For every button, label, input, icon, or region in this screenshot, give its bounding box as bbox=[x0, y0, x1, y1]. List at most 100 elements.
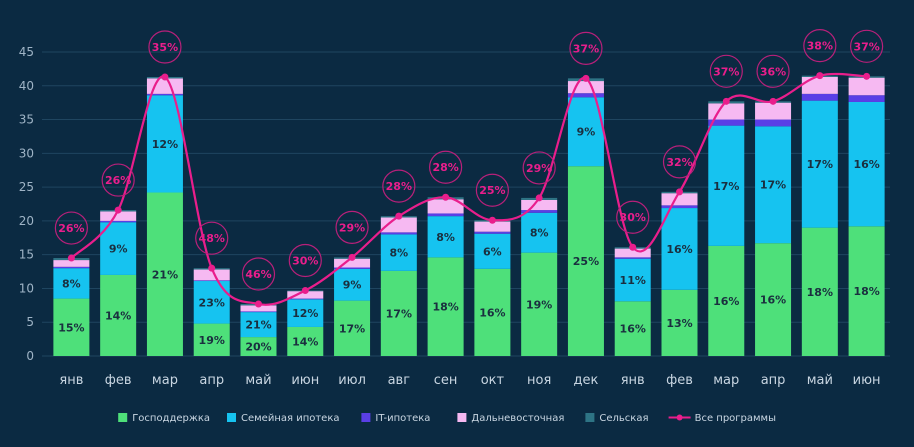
bar-segment bbox=[380, 270, 417, 356]
legend-label: IT-ипотека bbox=[375, 413, 430, 424]
bar-segment-label: 9% bbox=[577, 126, 596, 139]
legend-item[interactable]: Сельская bbox=[585, 413, 649, 424]
total-label-ring bbox=[288, 243, 322, 278]
legend-item[interactable]: IT-ипотека bbox=[361, 413, 430, 424]
bar-segment bbox=[661, 193, 698, 206]
total-line: 26% 26% 35% 48% 46% 30% 29% 28% 28% 25% 29% 37% 30% 3… bbox=[54, 29, 884, 308]
bar-segment-label: 21% bbox=[152, 268, 178, 281]
total-line-label: 36% bbox=[760, 65, 786, 78]
bar-segment bbox=[53, 266, 90, 269]
total-line-point bbox=[863, 72, 871, 80]
total-label-ring bbox=[335, 210, 369, 244]
segment-labels: 15% 8% 14% 9% 21% 12% 19% 23% 20% 21% 14% 12% 17% 9% 1… bbox=[58, 126, 880, 354]
legend-label: Сельская bbox=[599, 413, 648, 424]
total-line-label: 29% bbox=[526, 162, 552, 175]
bar-segment bbox=[755, 102, 792, 120]
bar-segment bbox=[334, 268, 371, 301]
bar-segment bbox=[708, 245, 745, 356]
bar-segment bbox=[801, 76, 838, 94]
total-label-ring bbox=[803, 29, 837, 63]
legend-item[interactable]: Дальневосточная bbox=[457, 413, 564, 424]
bar-segment bbox=[801, 100, 838, 228]
bar-segment bbox=[755, 119, 792, 127]
bar-segment bbox=[334, 267, 371, 269]
bar-segment bbox=[240, 337, 277, 356]
bar-segment-label: 12% bbox=[292, 307, 318, 320]
legend[interactable]: Господдержка Семейная ипотека IT-ипотека Да… bbox=[118, 413, 776, 424]
bar-segment bbox=[708, 119, 745, 126]
bar-segment-label: 17% bbox=[807, 158, 833, 171]
total-label-ring bbox=[569, 31, 603, 65]
x-tick-label: мар bbox=[713, 373, 739, 388]
total-line-label: 46% bbox=[245, 268, 271, 281]
bar-segment bbox=[614, 248, 651, 258]
bar-segment bbox=[848, 95, 885, 102]
bar-segment bbox=[334, 300, 371, 356]
total-label-ring bbox=[616, 200, 650, 234]
bar-segment-label: 19% bbox=[526, 298, 552, 311]
bar-segment-label: 19% bbox=[199, 334, 225, 347]
bar-segment bbox=[614, 258, 651, 302]
bar-segment-label: 9% bbox=[109, 243, 128, 256]
total-label-ring bbox=[475, 173, 509, 207]
x-tick-label: окт bbox=[481, 373, 505, 388]
total-label-ring bbox=[522, 151, 556, 185]
total-line-label: 37% bbox=[573, 42, 599, 55]
bar-segment bbox=[427, 199, 464, 214]
bar-segment-label: 17% bbox=[713, 180, 739, 193]
bar-segment bbox=[614, 301, 651, 356]
bar-segment bbox=[848, 226, 885, 356]
y-tick-label: 35 bbox=[19, 113, 34, 127]
bar-segment bbox=[427, 257, 464, 356]
total-line-point bbox=[208, 264, 216, 272]
y-tick-label: 15 bbox=[19, 248, 34, 262]
bar-segment bbox=[474, 233, 511, 269]
bar-segment-label: 8% bbox=[530, 227, 549, 240]
legend-swatch bbox=[227, 413, 236, 422]
y-tick-label: 0 bbox=[26, 349, 34, 363]
x-tick-label: июн bbox=[853, 373, 881, 388]
x-tick-label: мар bbox=[152, 373, 178, 388]
bar-segment bbox=[427, 213, 464, 217]
bar-segment bbox=[755, 126, 792, 244]
total-line-point bbox=[348, 253, 356, 261]
bar-segment bbox=[334, 258, 371, 268]
total-line-label: 37% bbox=[853, 40, 879, 53]
legend-swatch bbox=[118, 413, 128, 422]
x-tick-label: июн bbox=[291, 373, 319, 388]
bar-segment bbox=[848, 101, 885, 227]
total-label-ring bbox=[709, 54, 743, 88]
total-line-label: 35% bbox=[152, 41, 178, 54]
total-label-ring bbox=[101, 163, 135, 197]
x-tick-label: июл bbox=[338, 373, 366, 388]
legend-item[interactable]: Семейная ипотека bbox=[227, 413, 340, 424]
total-line-point bbox=[676, 188, 683, 196]
bar-segment-label: 17% bbox=[339, 322, 365, 335]
x-tick-label: ноя bbox=[527, 373, 551, 388]
legend-item[interactable]: Господдержка bbox=[118, 413, 210, 424]
bar-segment bbox=[567, 93, 604, 98]
total-line-label: 32% bbox=[666, 156, 692, 169]
total-label-ring bbox=[756, 54, 790, 88]
x-tick-label: авг bbox=[388, 373, 411, 388]
bar-segment-label: 16% bbox=[760, 294, 786, 307]
bar-segment bbox=[53, 298, 90, 356]
total-label-ring bbox=[241, 257, 276, 291]
legend-item[interactable]: Все программы bbox=[668, 413, 776, 424]
bar-segment bbox=[380, 232, 417, 235]
bar-segment bbox=[661, 289, 698, 356]
bar-segment bbox=[474, 221, 511, 232]
x-tick-label: сен bbox=[434, 373, 458, 388]
bar-segment bbox=[848, 77, 885, 96]
bar-segment-label: 16% bbox=[713, 295, 739, 308]
bar-segment-label: 11% bbox=[620, 274, 646, 287]
bar-segment bbox=[521, 199, 558, 211]
total-line-point bbox=[255, 300, 262, 308]
total-label-ring bbox=[662, 145, 697, 179]
bar-segment bbox=[287, 326, 324, 356]
bar-segment bbox=[240, 311, 277, 313]
total-line-point bbox=[722, 97, 730, 105]
bar-segment bbox=[380, 217, 417, 233]
total-line-label: 30% bbox=[292, 254, 318, 267]
